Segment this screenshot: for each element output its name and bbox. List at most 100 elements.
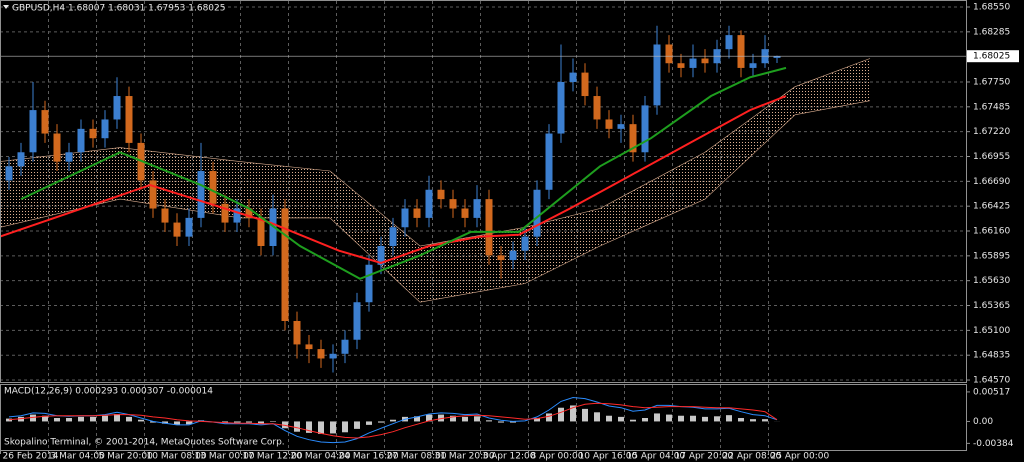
candle-body bbox=[113, 96, 121, 120]
candle-body bbox=[281, 208, 289, 321]
macd-histogram-bar bbox=[546, 413, 552, 422]
macd-histogram-bar bbox=[162, 421, 168, 424]
footer: Skopalino Terminal, © 2001-2014, MetaQuo… bbox=[4, 438, 285, 448]
x-tick-label: 10 Apr 16:00 bbox=[579, 452, 638, 462]
main-pane-border bbox=[0, 0, 967, 383]
macd-histogram-bar bbox=[534, 418, 540, 422]
ichimoku-cloud bbox=[0, 58, 870, 303]
x-tick-label: 3 Apr 12:00 bbox=[483, 452, 536, 462]
candle-body bbox=[149, 180, 157, 209]
y-tick-label: 1.67485 bbox=[973, 102, 1010, 112]
x-tick-label: 13 Mar 00:00 bbox=[195, 452, 255, 462]
candle-body bbox=[389, 227, 397, 247]
macd-line bbox=[8, 402, 778, 439]
x-tick-label: 25 Apr 00:00 bbox=[771, 452, 830, 462]
x-tick-label: 26 Feb 2014 bbox=[3, 452, 59, 462]
candle-body bbox=[641, 105, 649, 153]
macd-histogram-bar bbox=[726, 415, 732, 422]
y-tick-label: 1.65630 bbox=[973, 276, 1010, 286]
x-tick-label: 22 Apr 08:00 bbox=[723, 452, 782, 462]
macd-histogram-bar bbox=[642, 418, 648, 422]
y-tick-label: 1.68285 bbox=[973, 27, 1010, 37]
candle-body bbox=[737, 35, 745, 68]
candle-body bbox=[461, 208, 469, 218]
macd-pane-border bbox=[0, 384, 967, 451]
candle-body bbox=[533, 189, 541, 237]
candle-body bbox=[317, 349, 325, 359]
x-tick-label: 31 Mar 20:00 bbox=[435, 452, 495, 462]
candle-body bbox=[41, 110, 49, 134]
candle-body bbox=[65, 152, 73, 162]
y-tick-label: 1.66160 bbox=[973, 227, 1010, 237]
candle-body bbox=[569, 72, 577, 82]
macd-histogram-bar bbox=[282, 421, 288, 429]
macd-histogram-bar bbox=[366, 421, 372, 425]
candle-body bbox=[257, 217, 265, 247]
candle-body bbox=[509, 250, 517, 261]
macd-histogram-bar bbox=[342, 421, 348, 433]
macd-histogram-bar bbox=[330, 421, 336, 434]
candle-body bbox=[17, 152, 25, 167]
macd-histogram-bar bbox=[666, 414, 672, 422]
macd-histogram-bar bbox=[510, 421, 516, 423]
macd-histogram-bar bbox=[498, 421, 504, 423]
candle-body bbox=[29, 110, 37, 153]
candle-body bbox=[401, 208, 409, 228]
x-tick-label: 24 Mar 16:00 bbox=[339, 452, 399, 462]
candle-body bbox=[725, 35, 733, 50]
candle-body bbox=[701, 58, 709, 64]
candle-body bbox=[449, 199, 457, 209]
y-tick-label: 1.66955 bbox=[973, 152, 1010, 162]
macd-histogram-bar bbox=[582, 408, 588, 422]
macd-histogram-bar bbox=[462, 416, 468, 422]
x-tick-label: 10 Mar 08:00 bbox=[147, 452, 207, 462]
macd-histogram-bar bbox=[426, 414, 432, 422]
macd-histogram-bar bbox=[630, 419, 636, 422]
candle-body bbox=[101, 119, 109, 139]
macd-histogram-bar bbox=[102, 415, 108, 422]
macd-histogram-bar bbox=[174, 421, 180, 425]
candle-body bbox=[677, 63, 685, 68]
cloud-span-b bbox=[0, 100, 871, 303]
candle-body bbox=[689, 58, 697, 68]
x-tick-label: 17 Mar 12:00 bbox=[243, 452, 303, 462]
candle-body bbox=[773, 56, 781, 58]
macd-histogram-bar bbox=[150, 421, 156, 423]
candle-body bbox=[473, 199, 481, 218]
candle-body bbox=[173, 222, 181, 237]
candle-body bbox=[293, 320, 301, 345]
y-tick-label: 1.64570 bbox=[973, 376, 1010, 386]
macd-histogram-bar bbox=[618, 416, 624, 422]
y-tick-label: 1.65895 bbox=[973, 251, 1010, 261]
candle-body bbox=[77, 128, 85, 153]
price-label-box bbox=[967, 50, 1019, 63]
macd-histogram-bar bbox=[54, 418, 60, 422]
macd-histogram-bar bbox=[270, 421, 276, 423]
macd-histogram-bar bbox=[90, 416, 96, 422]
macd-histogram-bar bbox=[114, 414, 120, 422]
candle-body bbox=[125, 96, 133, 143]
macd-histogram-bar bbox=[306, 421, 312, 433]
macd-title: MACD(12,26,9) 0.000293 0.000307 -0.00001… bbox=[4, 387, 213, 397]
macd-histogram-bar bbox=[246, 421, 252, 423]
x-tick-label: 20 Mar 04:00 bbox=[291, 452, 351, 462]
y-tick-label: 1.65365 bbox=[973, 301, 1010, 311]
macd-histogram-bar bbox=[78, 416, 84, 422]
y-tick-label: 1.66690 bbox=[973, 177, 1010, 187]
candle-body bbox=[653, 44, 661, 106]
macd-histogram-bar bbox=[558, 407, 564, 422]
candle-body bbox=[485, 199, 493, 256]
macd-histogram-bar bbox=[258, 421, 264, 424]
macd-histogram-bar bbox=[486, 420, 492, 422]
candle-body bbox=[749, 63, 757, 68]
candle-body bbox=[617, 124, 625, 129]
macd-histogram-bar bbox=[234, 421, 240, 423]
candle-body bbox=[329, 353, 337, 359]
candle-body bbox=[497, 255, 505, 261]
candle-body bbox=[593, 96, 601, 120]
candle-body bbox=[197, 171, 205, 218]
macd-histogram-bar bbox=[6, 418, 12, 422]
candle-body bbox=[341, 339, 349, 354]
x-tick-label: 27 Mar 08:00 bbox=[387, 452, 447, 462]
